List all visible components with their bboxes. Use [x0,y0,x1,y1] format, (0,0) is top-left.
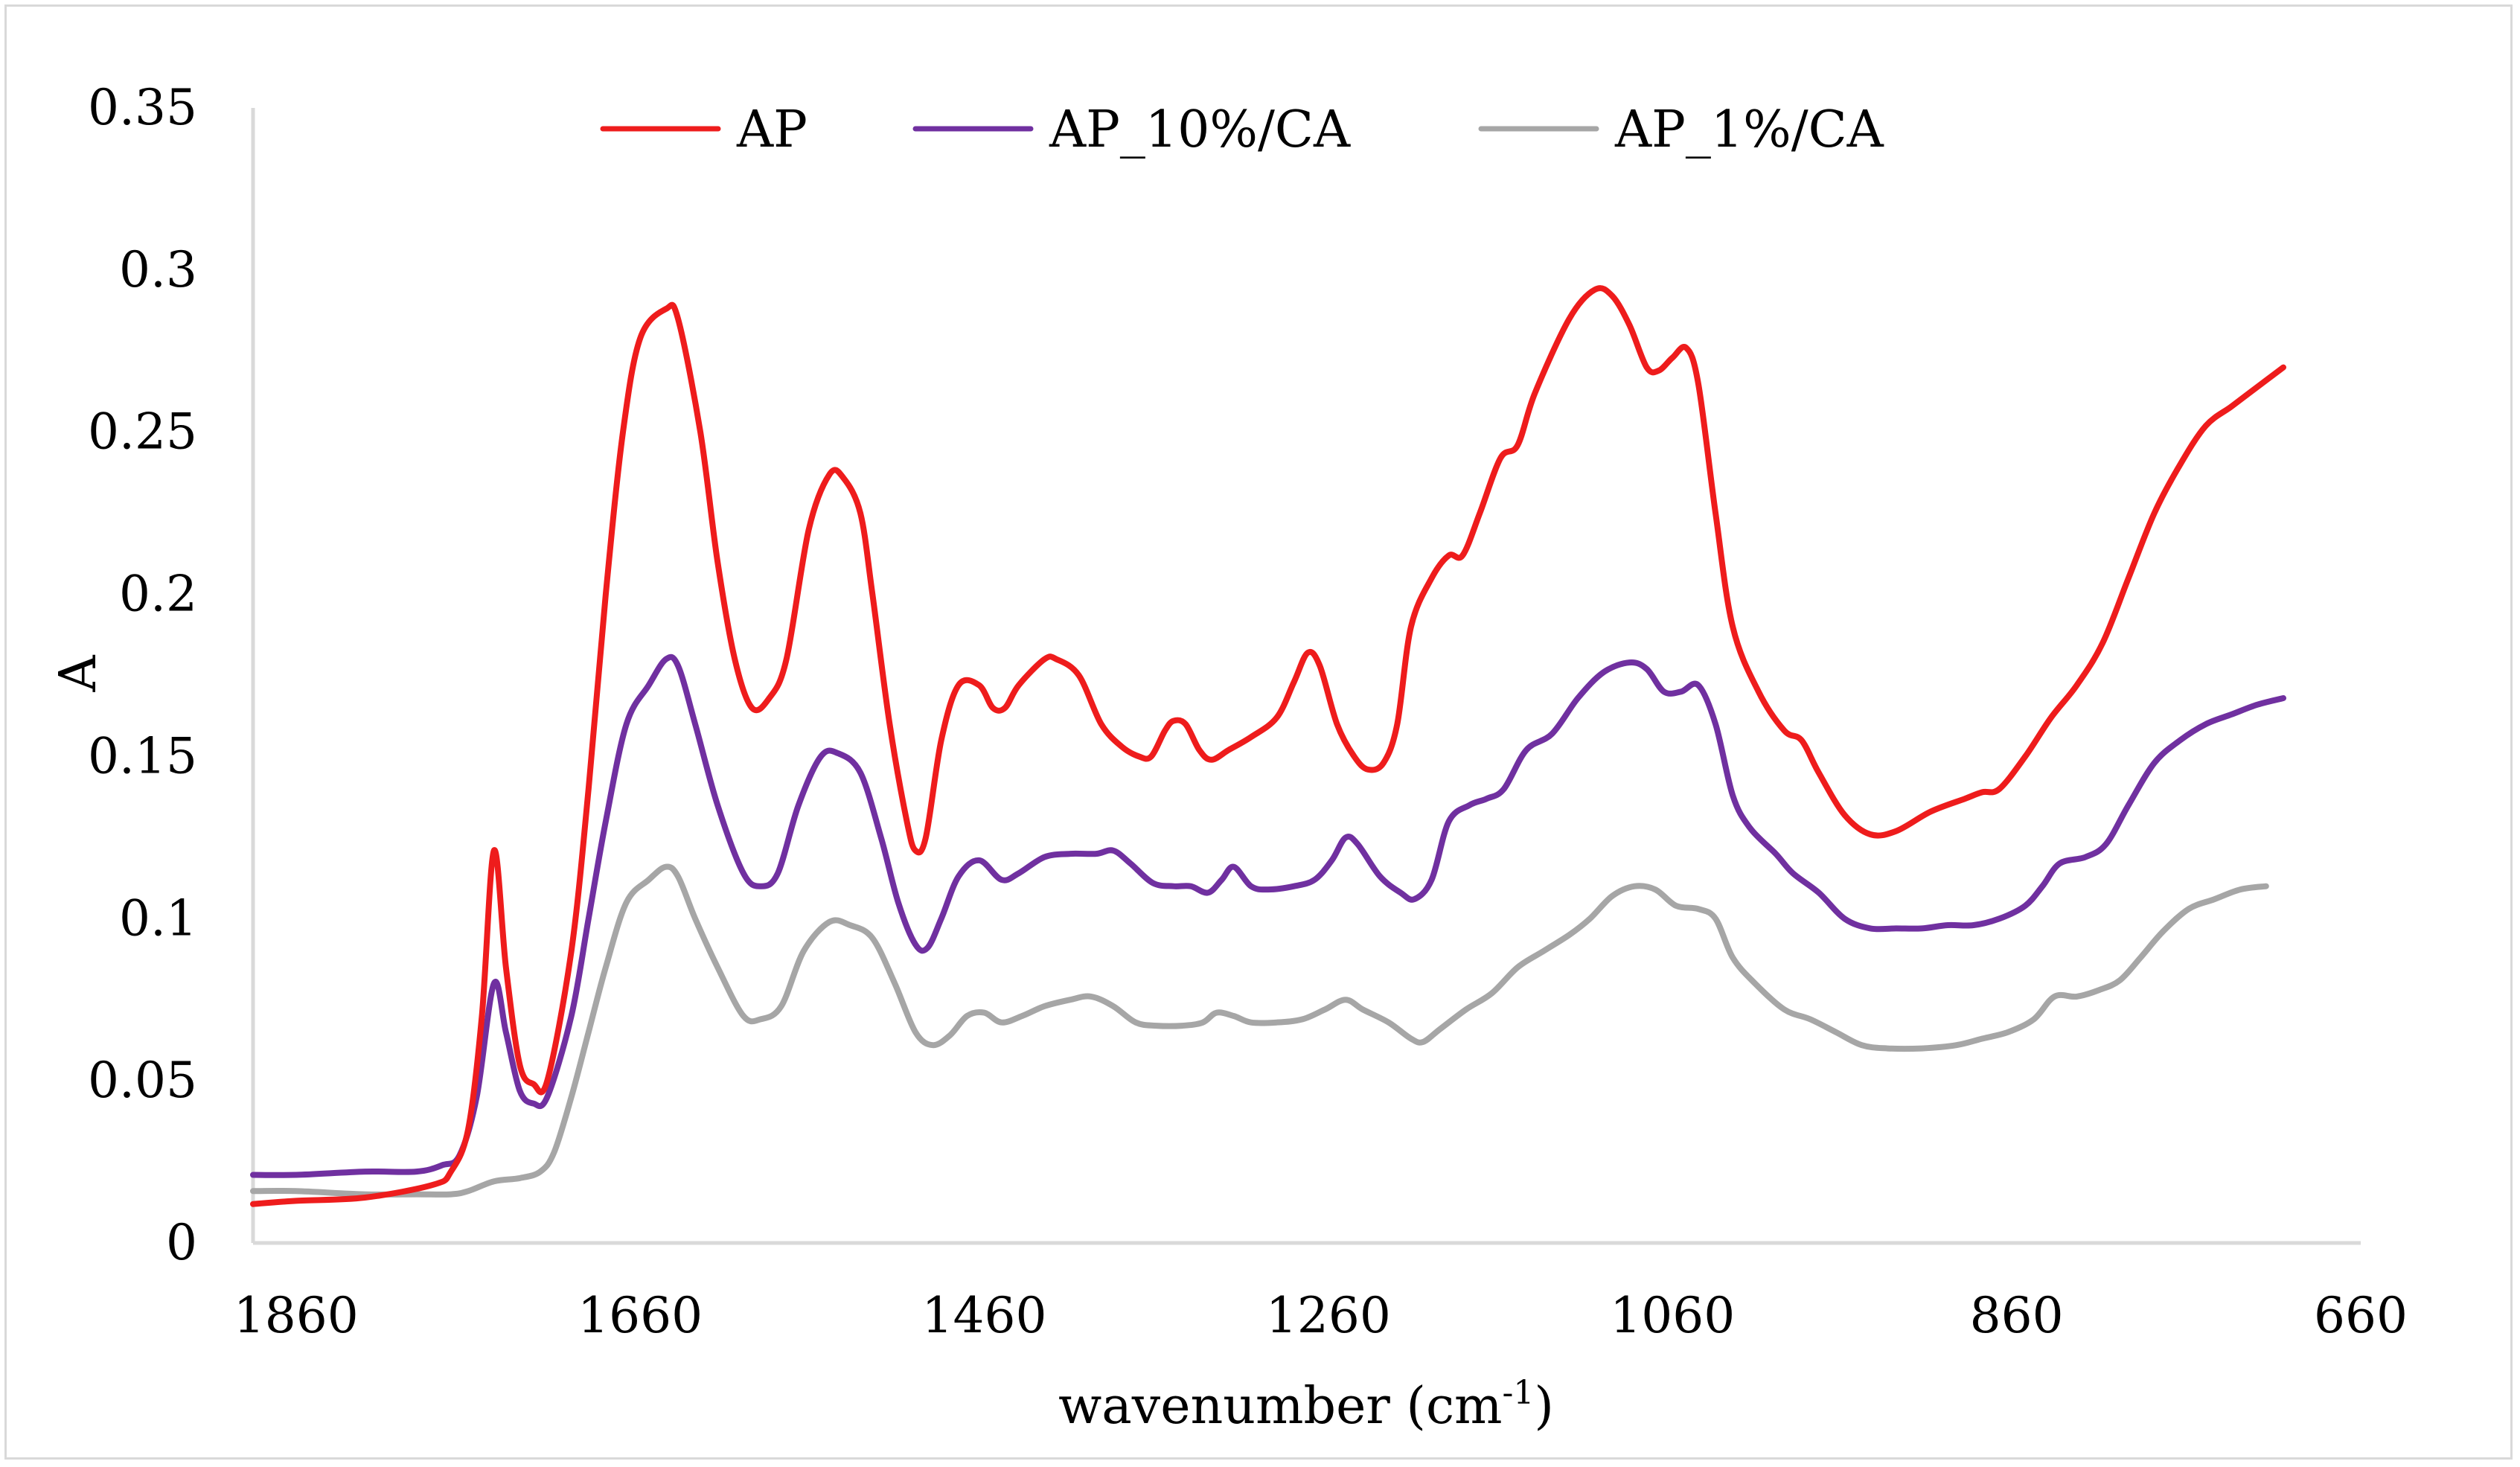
y-tick-label: 0 [166,1214,197,1271]
legend-item-ap-10-ca: AP_10%/CA [912,100,1351,159]
series-lines [250,285,2286,1207]
axes [251,108,2361,1245]
legend-label-ap-10-ca: AP_10%/CA [1049,100,1351,159]
x-tick-label: 1060 [1610,1287,1735,1344]
y-axis-title: A [49,655,108,693]
x-axis-title-superscript: -1 [1503,1374,1535,1412]
legend: AP AP_10%/CA AP_1%/CA [600,100,1884,159]
x-tick-label: 1260 [1266,1287,1391,1344]
series-line-ap [250,285,2286,1207]
x-tick-labels: 1860 1660 1460 1260 1060 860 660 [234,1287,2408,1344]
y-tick-label: 0.15 [88,727,197,784]
x-axis-title-main: wavenumber (cm [1058,1377,1502,1436]
legend-item-ap-1-ca: AP_1%/CA [1478,100,1884,159]
y-tick-label: 0.2 [119,566,197,623]
y-tick-labels: 0 0.05 0.1 0.15 0.2 0.25 0.3 0.35 [88,79,197,1271]
series-line-ap-1-ca [250,863,2269,1198]
x-tick-label: 1660 [578,1287,703,1344]
x-tick-label: 1860 [234,1287,359,1344]
legend-item-ap: AP [600,100,808,159]
legend-label-ap: AP [736,100,808,159]
x-tick-label: 860 [1970,1287,2064,1344]
series-line-ap-10-ca [250,653,2286,1178]
y-tick-label: 0.35 [88,79,197,136]
x-axis-title-close: ) [1534,1377,1554,1436]
x-tick-label: 660 [2314,1287,2408,1344]
y-tick-label: 0.05 [88,1052,197,1109]
y-tick-label: 0.25 [88,403,197,461]
x-tick-label: 1460 [922,1287,1047,1344]
y-tick-label: 0.3 [119,241,197,298]
x-axis-title: wavenumber (cm-1) [1058,1374,1554,1436]
legend-label-ap-1-ca: AP_1%/CA [1614,100,1884,159]
y-tick-label: 0.1 [119,889,197,947]
